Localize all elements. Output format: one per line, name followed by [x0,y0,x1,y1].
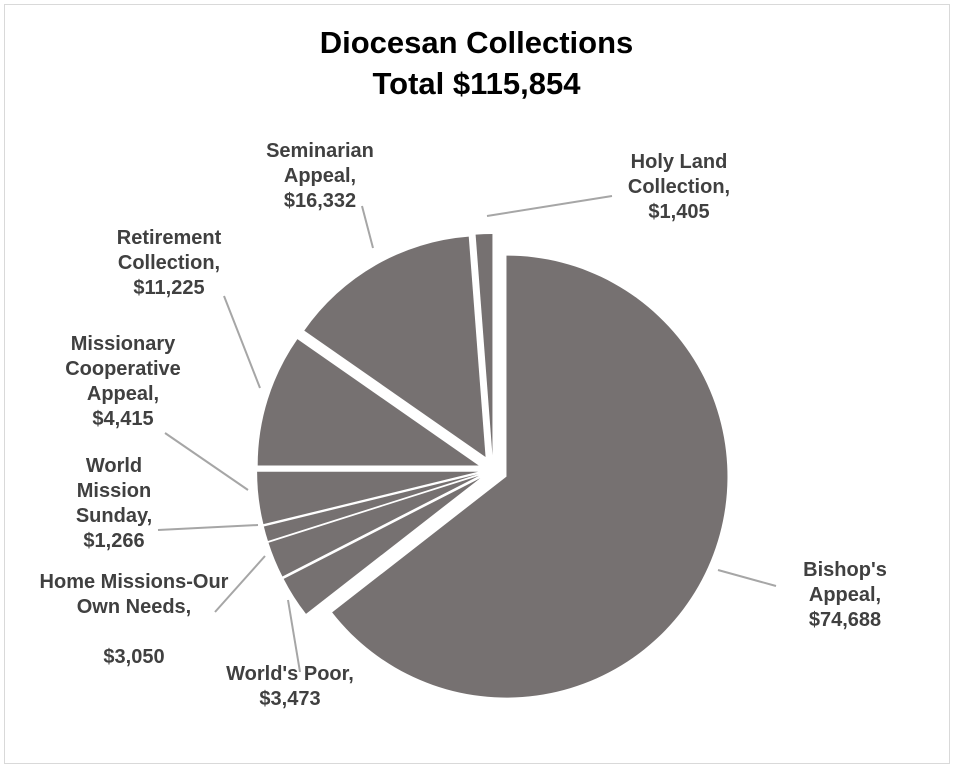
slice-value-label: $16,332 [284,190,356,212]
leader-line [717,569,777,587]
leader-line [157,524,259,531]
slice-label-text: Mission [77,480,151,502]
chart-title: Diocesan Collections [319,25,634,60]
slice-value-label: $3,473 [259,688,320,710]
pie-slices [257,234,728,698]
slice-value-label: $3,050 [103,646,164,668]
slice-label-text: Sunday, [76,505,152,527]
slice-label-text: Appeal, [809,584,881,606]
chart-subtitle: Total $115,854 [372,66,581,101]
leader-line [214,555,266,613]
slice-label-text: Collection, [628,176,730,198]
chart-title-block: Diocesan Collections Total $115,854 [0,22,953,104]
slice-label-text: Cooperative [65,358,181,380]
slice-label-text: Appeal, [87,383,159,405]
slice-label-text: Bishop's [803,559,887,581]
pie-slice [304,236,486,457]
slice-label-text: World [86,455,142,477]
slice-label-text: Retirement [117,227,222,249]
slice-label-text: Missionary [71,333,176,355]
slice-value-label: $11,225 [133,277,204,299]
pie-slice [283,478,481,614]
slice-value-label: $1,266 [83,530,144,552]
slice-label-text: Own Needs, [77,596,191,618]
pie-slice [332,255,728,698]
slice-value-label: $74,688 [809,609,881,631]
slice-label-text: Holy Land [631,151,728,173]
slice-label-text: Home Missions-Our [40,571,229,593]
leader-lines [157,195,777,673]
leader-line [486,195,613,217]
slice-label-text: Collection, [118,252,220,274]
pie-slice [268,475,480,577]
leader-line [223,295,261,389]
slice-labels: Bishop's Appeal, $74,688 World's Poor, $3,47… [40,140,887,710]
leader-line [164,432,249,491]
slice-value-label: $1,405 [648,201,709,223]
leader-line [361,205,374,249]
slice-label-text: Seminarian [266,140,374,162]
pie-slice [475,234,493,456]
pie-slice [263,474,479,542]
pie-slice [257,471,479,525]
pie-slice [257,339,479,466]
slice-label-text: World's Poor, [226,663,354,685]
slice-label-text: Appeal, [284,165,356,187]
slice-value-label: $4,415 [92,408,153,430]
leader-line [287,599,301,673]
